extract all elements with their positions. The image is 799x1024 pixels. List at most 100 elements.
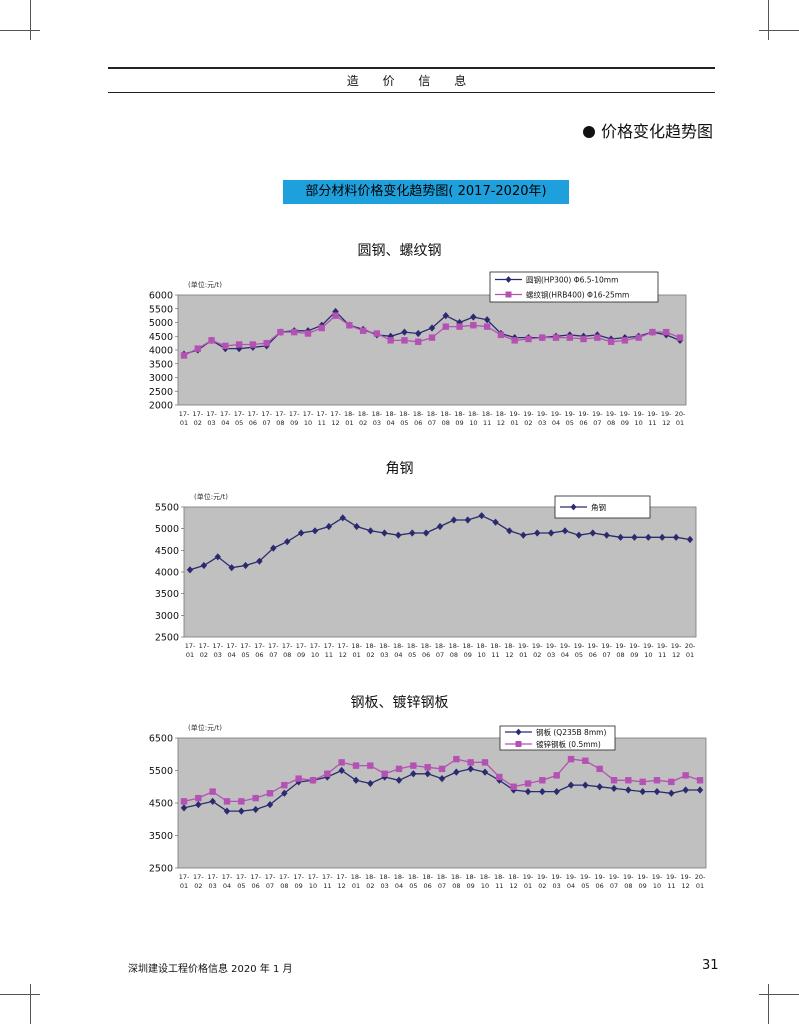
data-point xyxy=(594,334,601,341)
x-tick-label-month: 03 xyxy=(381,882,389,890)
x-tick-label-month: 11 xyxy=(483,419,491,427)
x-tick-label: 19- xyxy=(537,873,548,881)
data-point xyxy=(338,766,345,775)
x-tick-label-month: 10 xyxy=(644,651,652,659)
x-tick-label-month: 08 xyxy=(607,419,615,427)
data-point xyxy=(483,316,491,324)
data-point xyxy=(438,775,446,783)
x-tick-label: 19- xyxy=(657,642,668,650)
data-point xyxy=(682,772,689,779)
x-tick-label-month: 09 xyxy=(621,419,629,427)
x-tick-label-month: 05 xyxy=(575,651,583,659)
data-point xyxy=(381,529,388,537)
bullet-icon xyxy=(582,126,595,138)
x-tick-label-month: 03 xyxy=(373,419,381,427)
data-point xyxy=(566,334,573,341)
y-tick-label: 5000 xyxy=(149,318,173,329)
x-tick-label-month: 05 xyxy=(408,651,416,659)
data-point xyxy=(668,778,675,786)
data-point xyxy=(596,765,603,773)
data-point xyxy=(180,804,188,812)
crop-mark xyxy=(768,984,769,1024)
data-point xyxy=(553,772,560,779)
x-tick-label: 19- xyxy=(594,873,605,881)
x-tick-label: 18- xyxy=(413,410,424,418)
data-point xyxy=(625,786,632,794)
x-tick-label: 19- xyxy=(620,410,631,418)
data-point xyxy=(339,514,346,522)
data-point xyxy=(510,783,517,790)
line-chart-3: 25003500450055006500(单位:元/t)17-0117-0217… xyxy=(149,723,707,890)
x-tick-label: 19- xyxy=(523,873,534,881)
data-point xyxy=(235,341,243,348)
data-point xyxy=(653,777,661,784)
y-tick-label: 4000 xyxy=(149,346,173,357)
x-tick-label: 18- xyxy=(422,873,433,881)
data-point xyxy=(470,322,477,329)
x-tick-label-month: 01 xyxy=(352,882,360,890)
x-tick-label-month: 09 xyxy=(630,651,638,659)
x-tick-label: 18- xyxy=(427,410,438,418)
x-tick-label: 17- xyxy=(330,410,341,418)
data-point xyxy=(567,755,575,763)
x-tick-label: 17- xyxy=(303,410,314,418)
data-point xyxy=(410,770,417,778)
x-tick-label: 18- xyxy=(462,642,473,650)
x-tick-label-month: 03 xyxy=(214,651,222,659)
data-point xyxy=(561,527,569,535)
data-point xyxy=(353,522,360,531)
x-tick-label: 17- xyxy=(234,410,245,418)
plot-area xyxy=(177,294,687,406)
legend-label: 螺纹钢(HRB400) Φ16-25mm xyxy=(526,290,629,300)
x-tick-label-month: 07 xyxy=(269,651,277,659)
y-tick-label: 4000 xyxy=(155,568,179,579)
x-tick-label-month: 09 xyxy=(297,651,305,659)
x-tick-label-month: 09 xyxy=(290,419,298,427)
x-tick-label: 19- xyxy=(629,642,640,650)
data-point xyxy=(359,327,367,334)
x-tick-label-month: 11 xyxy=(491,651,499,659)
data-point xyxy=(208,337,215,344)
x-tick-label-month: 11 xyxy=(325,651,333,659)
x-tick-label-month: 05 xyxy=(566,419,574,427)
data-point xyxy=(410,762,417,769)
legend-marker xyxy=(505,291,512,298)
x-tick-label: 19- xyxy=(551,873,562,881)
x-tick-label: 19- xyxy=(609,873,620,881)
data-point xyxy=(223,798,231,805)
y-tick-label: 4500 xyxy=(149,332,173,343)
x-tick-label: 18- xyxy=(393,642,404,650)
x-tick-label-month: 02 xyxy=(366,651,374,659)
data-point xyxy=(524,788,532,796)
x-tick-label: 17- xyxy=(282,642,293,650)
x-tick-label-month: 06 xyxy=(414,419,422,427)
data-point xyxy=(381,770,388,777)
x-tick-label-month: 05 xyxy=(241,651,249,659)
x-tick-label: 18- xyxy=(490,642,501,650)
section-title: 价格变化趋势图 xyxy=(582,118,713,142)
x-tick-label-month: 10 xyxy=(309,882,317,890)
data-point xyxy=(395,776,403,784)
data-point xyxy=(186,566,194,574)
x-tick-label-month: 04 xyxy=(394,651,402,659)
x-tick-label-month: 08 xyxy=(624,882,632,890)
running-header: 造 价 信 息 xyxy=(346,74,477,88)
x-tick-label-month: 09 xyxy=(639,882,647,890)
data-point xyxy=(228,564,235,572)
data-point xyxy=(453,755,460,763)
unit-label: (单位:元/t) xyxy=(194,492,228,501)
data-point xyxy=(639,778,646,786)
data-point xyxy=(238,798,245,805)
x-tick-label: 17- xyxy=(308,873,319,881)
y-tick-label: 6500 xyxy=(149,734,173,745)
x-tick-label: 20- xyxy=(675,410,686,418)
line-chart-1: 2000 2500 3000 3500 4000 4500 5000 5500 6000 (单位:… xyxy=(149,271,687,427)
data-point xyxy=(194,345,201,352)
data-point xyxy=(696,777,704,784)
x-tick-label-month: 12 xyxy=(331,419,339,427)
data-point xyxy=(180,352,188,359)
y-tick-label: 3500 xyxy=(149,359,173,370)
crop-mark xyxy=(30,0,31,40)
x-tick-label-month: 02 xyxy=(194,419,202,427)
